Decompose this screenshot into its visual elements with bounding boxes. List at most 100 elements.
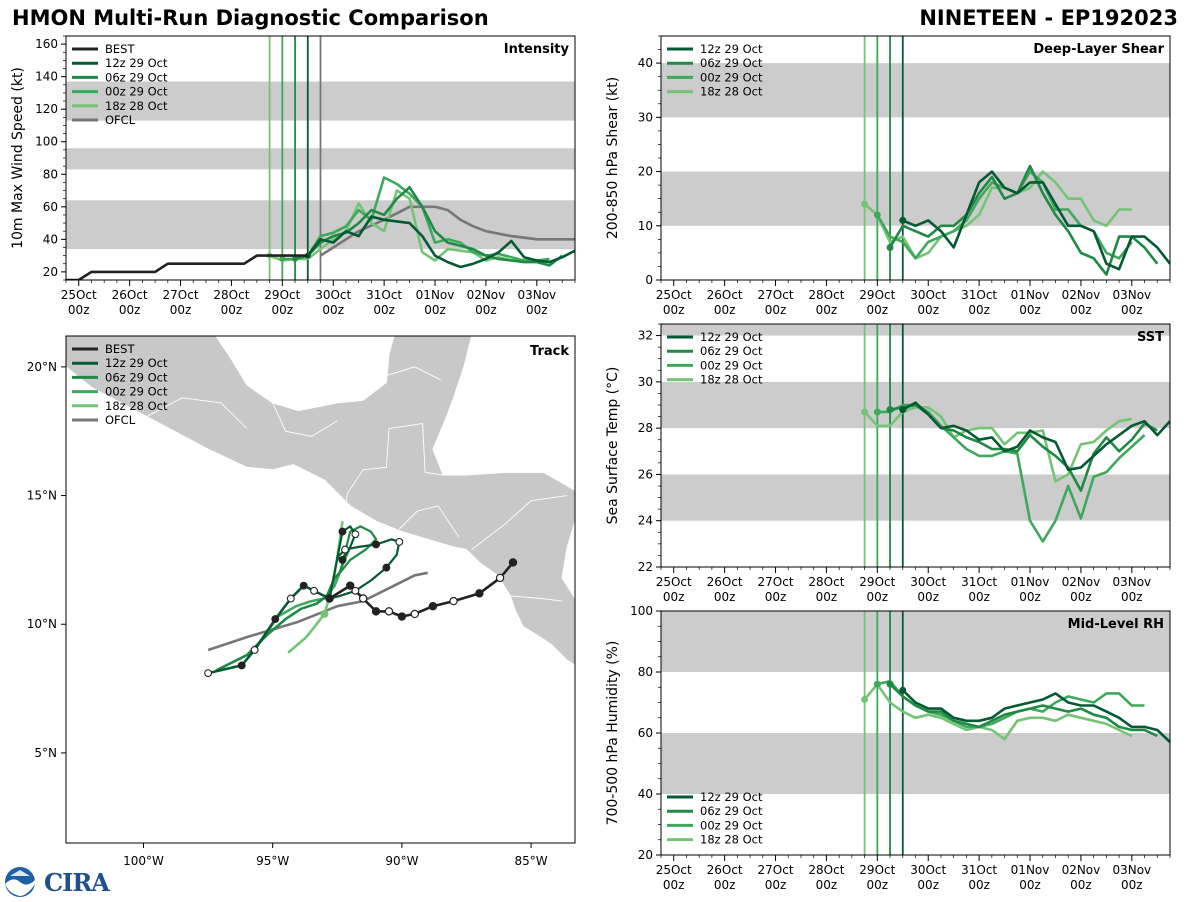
sst-panel-label: SST — [1137, 330, 1164, 345]
track-landmass — [66, 336, 575, 666]
track-series-line — [207, 571, 428, 652]
rh-xtick-label: 25Oct — [656, 863, 692, 877]
intensity-ytick-label: 80 — [43, 167, 58, 181]
intensity-xtick-label: 30Oct — [315, 288, 351, 302]
sst-xtick-sublabel: 00z — [663, 590, 685, 604]
sst-xtick-sublabel: 00z — [917, 590, 939, 604]
shear-legend-label: 12z 29 Oct — [700, 42, 763, 56]
shear-xtick-sublabel: 00z — [765, 303, 787, 317]
shear-xtick-sublabel: 00z — [1121, 303, 1143, 317]
shear-xtick-label: 29Oct — [859, 288, 895, 302]
shear-band — [661, 171, 1170, 226]
rh-legend-label: 00z 29 Oct — [700, 818, 763, 832]
rh-ytick-label: 100 — [630, 604, 653, 618]
sst-xtick-sublabel: 00z — [714, 590, 736, 604]
intensity-legend-label: OFCL — [105, 113, 136, 127]
shear-xtick-label: 25Oct — [656, 288, 692, 302]
sst-series-line — [902, 401, 1170, 472]
sst-init-marker — [873, 408, 881, 416]
sst-legend-label: 06z 29 Oct — [700, 344, 763, 358]
page-title: HMON Multi-Run Diagnostic Comparison — [12, 6, 489, 30]
intensity-xtick-sublabel: 00z — [221, 303, 243, 317]
track-xtick-label: 85°W — [515, 854, 548, 868]
intensity-series-line — [66, 254, 308, 280]
shear-init-marker — [873, 211, 881, 219]
rh-xtick-sublabel: 00z — [1019, 878, 1041, 892]
sst-xtick-label: 31Oct — [961, 575, 997, 589]
rh-xtick-label: 29Oct — [859, 863, 895, 877]
track-border-line — [471, 495, 568, 550]
rh-ytick-label: 20 — [638, 848, 653, 862]
intensity-series-line — [306, 215, 575, 269]
sst-xtick-sublabel: 00z — [867, 590, 889, 604]
intensity-ytick-label: 20 — [43, 265, 58, 279]
track-best-marker — [410, 609, 420, 619]
track-best-marker — [397, 612, 407, 621]
intensity-series-line — [282, 176, 550, 262]
sst-ytick-label: 30 — [638, 375, 653, 389]
track-panel-label: Track — [530, 344, 569, 359]
track-border-line — [510, 595, 563, 602]
rh-xtick-sublabel: 00z — [867, 878, 889, 892]
sst-band — [661, 324, 1170, 336]
rh-xtick-sublabel: 00z — [917, 878, 939, 892]
intensity-xtick-sublabel: 00z — [322, 303, 344, 317]
rh-xtick-sublabel: 00z — [765, 878, 787, 892]
intensity-xtick-sublabel: 00z — [373, 303, 395, 317]
intensity-legend-label: 12z 29 Oct — [105, 56, 168, 70]
rh-xtick-label: 31Oct — [961, 863, 997, 877]
intensity-xtick-label: 26Oct — [112, 288, 148, 302]
sst-xtick-label: 30Oct — [910, 575, 946, 589]
track-best-marker — [346, 581, 355, 590]
track-position-marker — [271, 615, 280, 624]
track-position-marker — [341, 545, 349, 554]
sst-xtick-label: 02Nov — [1062, 575, 1101, 589]
rh-xtick-sublabel: 00z — [663, 878, 685, 892]
shear-xtick-label: 03Nov — [1112, 288, 1151, 302]
rh-ytick-label: 40 — [638, 787, 653, 801]
rh-series-line — [901, 689, 1170, 744]
track-border-line — [272, 402, 338, 437]
track-xtick-label: 95°W — [256, 854, 289, 868]
intensity-ylabel: 10m Max Wind Speed (kt) — [10, 67, 26, 249]
sst-ytick-label: 28 — [638, 421, 653, 435]
track-frame — [65, 335, 576, 844]
track-legend-label: 00z 29 Oct — [105, 385, 168, 399]
sst-init-marker — [886, 406, 894, 414]
sst-ytick-label: 22 — [638, 560, 653, 574]
rh-legend-label: 18z 28 Oct — [700, 833, 763, 847]
intensity-xtick-label: 01Nov — [416, 288, 455, 302]
sst-xtick-sublabel: 00z — [1070, 590, 1092, 604]
rh-init-marker — [873, 680, 881, 688]
track-ytick-label: 5°N — [34, 746, 57, 760]
shear-ytick-label: 0 — [645, 273, 653, 287]
intensity-init-marker — [292, 255, 299, 262]
shear-xtick-sublabel: 00z — [968, 303, 990, 317]
track-position-marker — [299, 581, 308, 590]
shear-xtick-sublabel: 00z — [816, 303, 838, 317]
track-best-marker — [428, 602, 438, 611]
intensity-ytick-label: 140 — [35, 70, 58, 84]
intensity-xtick-sublabel: 00z — [272, 303, 294, 317]
rh-legend-label: 06z 29 Oct — [700, 804, 763, 818]
rh-band — [661, 611, 1170, 672]
track-position-marker — [338, 527, 347, 536]
track-position-marker — [237, 661, 246, 670]
sst-xtick-label: 28Oct — [808, 575, 844, 589]
intensity-xtick-sublabel: 00z — [526, 303, 548, 317]
rh-series-line — [889, 683, 1158, 738]
track-best-marker — [495, 573, 505, 583]
rh-xtick-label: 03Nov — [1112, 863, 1151, 877]
intensity-legend-label: 06z 29 Oct — [105, 70, 168, 84]
rh-xtick-sublabel: 00z — [714, 878, 736, 892]
sst-xtick-label: 26Oct — [707, 575, 743, 589]
track-position-marker — [325, 594, 334, 603]
track-best-marker — [371, 607, 381, 616]
intensity-ytick-label: 160 — [35, 37, 58, 51]
rh-ytick-label: 60 — [638, 726, 653, 740]
intensity-xtick-sublabel: 00z — [170, 303, 192, 317]
track-position-marker — [250, 646, 259, 654]
sst-band — [661, 474, 1170, 521]
track-position-marker — [204, 669, 213, 678]
